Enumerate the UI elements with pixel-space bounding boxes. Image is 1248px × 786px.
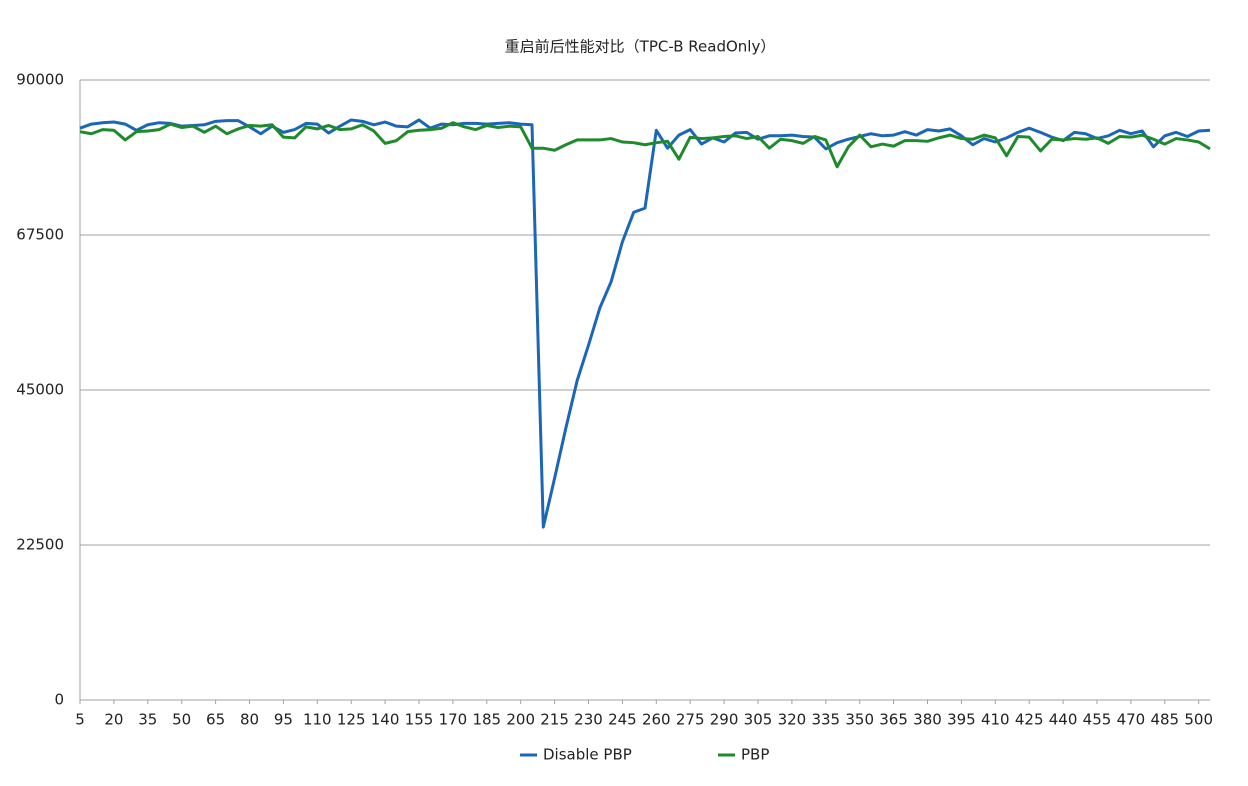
y-tick-label: 45000: [16, 381, 64, 399]
x-tick-label: 305: [744, 711, 773, 729]
y-tick-label: 90000: [16, 71, 64, 89]
chart-title: 重启前后性能对比（TPC-B ReadOnly）: [505, 38, 776, 56]
x-tick-label: 20: [104, 711, 123, 729]
x-tick-label: 410: [981, 711, 1010, 729]
x-tick-label: 350: [845, 711, 874, 729]
legend-label: Disable PBP: [543, 746, 632, 764]
x-tick-label: 440: [1049, 711, 1078, 729]
x-tick-label: 65: [206, 711, 225, 729]
x-tick-label: 395: [947, 711, 976, 729]
x-tick-label: 200: [506, 711, 535, 729]
x-tick-label: 170: [439, 711, 468, 729]
x-tick-label: 155: [405, 711, 434, 729]
x-tick-label: 110: [303, 711, 332, 729]
x-tick-label: 500: [1184, 711, 1213, 729]
x-tick-label: 425: [1015, 711, 1044, 729]
x-tick-label: 275: [676, 711, 705, 729]
x-tick-label: 380: [913, 711, 942, 729]
x-tick-label: 455: [1083, 711, 1112, 729]
x-tick-label: 95: [274, 711, 293, 729]
x-tick-label: 485: [1150, 711, 1179, 729]
x-tick-label: 245: [608, 711, 637, 729]
x-tick-label: 470: [1117, 711, 1146, 729]
y-tick-label: 22500: [16, 536, 64, 554]
x-tick-label: 125: [337, 711, 366, 729]
x-tick-label: 320: [778, 711, 807, 729]
x-tick-label: 365: [879, 711, 908, 729]
x-tick-label: 140: [371, 711, 400, 729]
x-tick-label: 215: [540, 711, 569, 729]
x-tick-label: 230: [574, 711, 603, 729]
x-tick-label: 260: [642, 711, 671, 729]
x-tick-label: 80: [240, 711, 259, 729]
x-tick-label: 290: [710, 711, 739, 729]
x-tick-label: 50: [172, 711, 191, 729]
legend-label: PBP: [741, 746, 769, 764]
x-tick-label: 335: [811, 711, 840, 729]
series-line: [79, 118, 1211, 529]
series-line: [79, 121, 1211, 169]
y-tick-label: 67500: [16, 226, 64, 244]
x-tick-label: 5: [75, 711, 85, 729]
y-tick-label: 0: [54, 691, 64, 709]
x-tick-label: 35: [138, 711, 157, 729]
x-tick-label: 185: [472, 711, 501, 729]
